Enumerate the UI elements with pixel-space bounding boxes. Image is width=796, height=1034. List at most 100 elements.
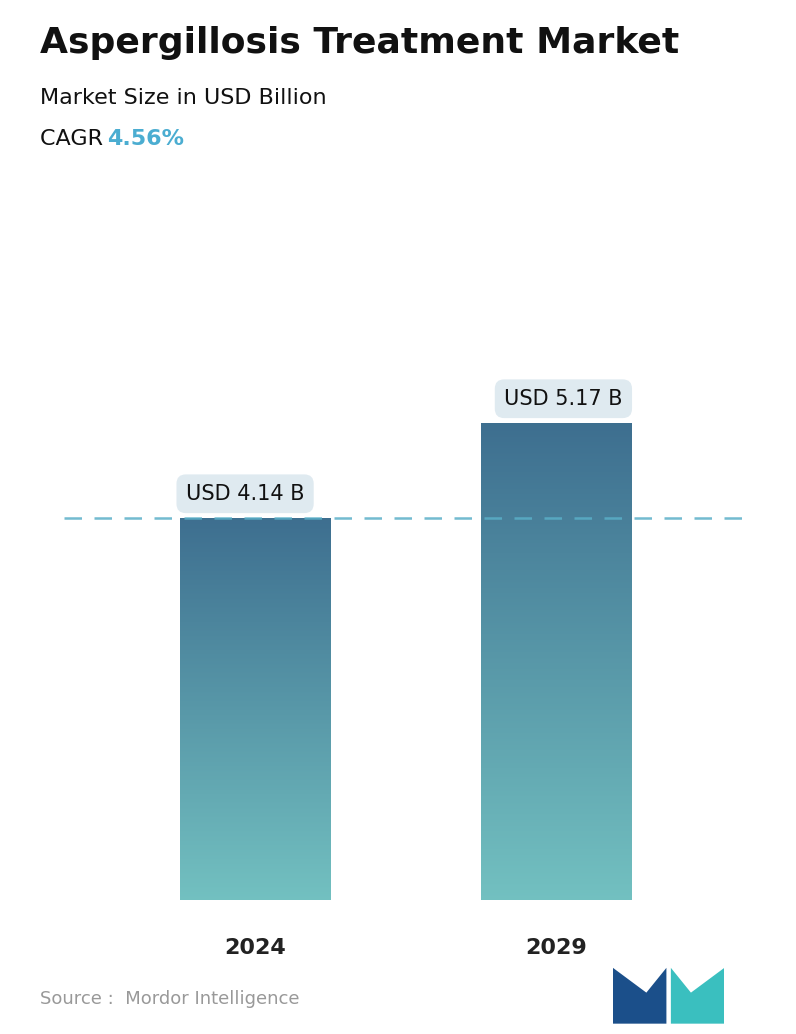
Bar	[482, 799, 632, 801]
Bar	[180, 536, 330, 537]
Bar	[482, 817, 632, 819]
Bar	[482, 740, 632, 742]
Bar	[482, 782, 632, 784]
Bar	[180, 577, 330, 579]
Bar	[482, 494, 632, 495]
Bar	[482, 530, 632, 533]
Bar	[180, 864, 330, 865]
Bar	[482, 607, 632, 609]
Bar	[180, 855, 330, 856]
Bar	[482, 788, 632, 790]
Bar	[180, 713, 330, 714]
Bar	[180, 849, 330, 850]
Bar	[482, 736, 632, 737]
Bar	[482, 572, 632, 574]
Bar	[180, 862, 330, 864]
Bar	[180, 882, 330, 883]
Bar	[180, 780, 330, 781]
Bar	[482, 674, 632, 675]
Bar	[482, 616, 632, 618]
Bar	[482, 858, 632, 860]
Bar	[180, 762, 330, 763]
Bar	[180, 566, 330, 568]
Bar	[482, 770, 632, 772]
Bar	[482, 477, 632, 478]
Bar	[180, 887, 330, 888]
Bar	[482, 571, 632, 572]
Bar	[180, 779, 330, 780]
Bar	[180, 648, 330, 650]
Bar	[482, 860, 632, 861]
Bar	[180, 639, 330, 640]
Bar	[180, 883, 330, 884]
Bar	[482, 708, 632, 710]
Bar	[482, 661, 632, 663]
Bar	[180, 811, 330, 812]
Bar	[482, 519, 632, 521]
Text: USD 5.17 B: USD 5.17 B	[504, 389, 622, 408]
Bar	[482, 754, 632, 755]
Bar	[180, 718, 330, 719]
Bar	[180, 619, 330, 620]
Bar	[180, 838, 330, 839]
Bar	[482, 470, 632, 472]
Bar	[482, 655, 632, 657]
Bar	[482, 698, 632, 699]
Bar	[482, 766, 632, 767]
Bar	[180, 731, 330, 733]
Bar	[482, 553, 632, 554]
Bar	[180, 736, 330, 738]
Bar	[180, 898, 330, 899]
Bar	[482, 778, 632, 779]
Bar	[180, 777, 330, 778]
Bar	[482, 814, 632, 815]
Bar	[180, 876, 330, 877]
Bar	[482, 761, 632, 763]
Bar	[482, 861, 632, 863]
Bar	[482, 580, 632, 581]
Bar	[180, 868, 330, 869]
Bar	[180, 663, 330, 664]
Bar	[482, 695, 632, 696]
Bar	[482, 767, 632, 769]
Bar	[180, 852, 330, 854]
Bar	[482, 898, 632, 900]
Bar	[180, 841, 330, 843]
Bar	[180, 758, 330, 760]
Bar	[482, 811, 632, 812]
Bar	[180, 576, 330, 577]
Bar	[180, 530, 330, 531]
Bar	[180, 828, 330, 829]
Bar	[180, 873, 330, 874]
Bar	[482, 560, 632, 562]
Bar	[180, 872, 330, 873]
Bar	[482, 643, 632, 645]
Bar	[180, 720, 330, 722]
Bar	[180, 551, 330, 552]
Bar	[482, 672, 632, 674]
Bar	[180, 827, 330, 828]
Bar	[482, 503, 632, 504]
Bar	[180, 773, 330, 774]
Bar	[482, 791, 632, 793]
Bar	[180, 674, 330, 675]
Polygon shape	[671, 968, 724, 1024]
Bar	[180, 843, 330, 844]
Bar	[482, 874, 632, 876]
Bar	[180, 558, 330, 559]
Bar	[180, 656, 330, 657]
Bar	[180, 543, 330, 544]
Bar	[180, 580, 330, 581]
Bar	[180, 817, 330, 818]
Bar	[180, 869, 330, 871]
Bar	[180, 710, 330, 711]
Bar	[180, 791, 330, 793]
Bar	[180, 634, 330, 635]
Bar	[180, 568, 330, 569]
Bar	[180, 822, 330, 823]
Bar	[482, 557, 632, 559]
Bar	[180, 594, 330, 596]
Bar	[180, 632, 330, 634]
Bar	[180, 874, 330, 876]
Bar	[482, 819, 632, 820]
